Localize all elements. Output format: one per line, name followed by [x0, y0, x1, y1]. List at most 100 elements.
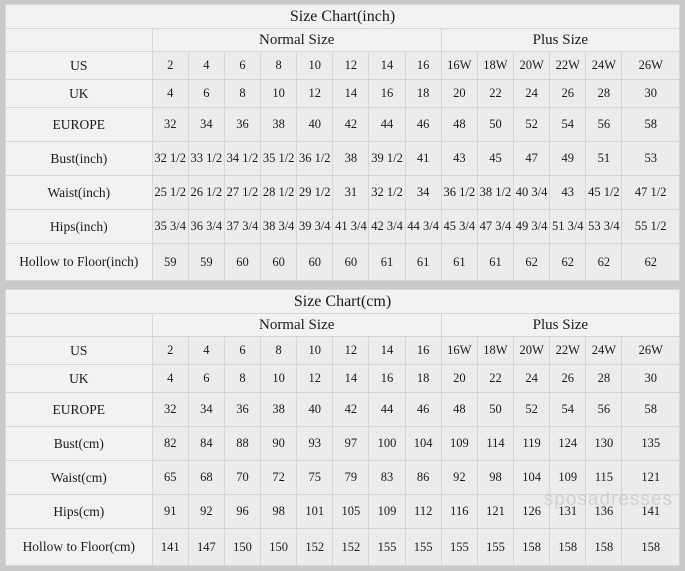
cell-waist-6: 32 1/2 [368, 175, 406, 210]
cell-bust-10: 119 [513, 426, 551, 461]
cell-hips-4: 39 3/4 [296, 209, 334, 244]
size-chart-inch-body: Size Chart(inch) Normal Size Plus Size U… [5, 4, 681, 281]
cell-waist-10: 40 3/4 [513, 175, 551, 210]
cell-waist-2: 27 1/2 [223, 175, 262, 210]
chart-title: Size Chart(cm) [5, 289, 680, 314]
cell-waist-6: 83 [368, 460, 406, 495]
cell-europe-7: 46 [404, 107, 442, 142]
group-header-blank [5, 313, 153, 337]
cell-uk-9: 22 [476, 364, 515, 393]
size-chart-cm: Size Chart(cm) Normal Size Plus Size US … [5, 289, 681, 566]
cell-europe-4: 40 [296, 392, 334, 427]
cell-uk-11: 26 [549, 364, 587, 393]
cell-us-4: 10 [296, 51, 334, 80]
cell-waist-4: 75 [296, 460, 334, 495]
row-label-europe: EUROPE [5, 107, 153, 142]
cell-hips-7: 112 [404, 494, 442, 529]
cell-europe-6: 44 [368, 107, 406, 142]
row-label-europe: EUROPE [5, 392, 153, 427]
cell-hollow-8: 61 [440, 243, 478, 281]
cell-uk-9: 22 [476, 79, 515, 108]
cell-bust-8: 109 [440, 426, 478, 461]
row-label-waist: Waist(inch) [5, 175, 153, 210]
cell-europe-12: 56 [585, 107, 623, 142]
cell-hips-2: 37 3/4 [223, 209, 262, 244]
cell-us-6: 14 [368, 51, 406, 80]
cell-uk-13: 30 [621, 79, 680, 108]
cell-us-5: 12 [332, 336, 370, 365]
cell-europe-3: 38 [260, 392, 298, 427]
cell-hollow-10: 62 [513, 243, 551, 281]
cell-uk-7: 18 [404, 364, 442, 393]
cell-hollow-8: 155 [440, 528, 478, 566]
cell-uk-6: 16 [368, 79, 406, 108]
cell-bust-6: 100 [368, 426, 406, 461]
cell-europe-8: 48 [440, 107, 478, 142]
cell-hollow-6: 155 [368, 528, 406, 566]
cell-hollow-5: 152 [332, 528, 370, 566]
cell-uk-5: 14 [332, 364, 370, 393]
cell-us-3: 8 [260, 336, 298, 365]
row-label-hollow-to-floor: Hollow to Floor(inch) [5, 243, 153, 281]
row-label-us: US [5, 336, 153, 365]
cell-bust-13: 135 [621, 426, 680, 461]
cell-us-5: 12 [332, 51, 370, 80]
size-chart-inch-wrapper: Size Chart(inch) Normal Size Plus Size U… [0, 0, 685, 285]
cell-uk-3: 10 [260, 364, 298, 393]
cell-uk-10: 24 [513, 79, 551, 108]
cell-europe-0: 32 [151, 107, 189, 142]
cell-hips-6: 42 3/4 [368, 209, 406, 244]
cell-hollow-2: 60 [223, 243, 262, 281]
cell-us-8: 16W [440, 336, 478, 365]
cell-hollow-9: 61 [476, 243, 515, 281]
cell-europe-11: 54 [549, 107, 587, 142]
cell-europe-2: 36 [223, 107, 262, 142]
cell-us-2: 6 [223, 336, 262, 365]
cell-uk-4: 12 [296, 79, 334, 108]
group-header-plus-size: Plus Size [440, 28, 681, 52]
cell-us-0: 2 [151, 336, 189, 365]
cell-us-7: 16 [404, 336, 442, 365]
cell-uk-4: 12 [296, 364, 334, 393]
cell-waist-9: 38 1/2 [476, 175, 515, 210]
cell-bust-9: 45 [476, 141, 515, 176]
cell-us-6: 14 [368, 336, 406, 365]
cell-bust-3: 90 [260, 426, 298, 461]
cell-waist-13: 121 [621, 460, 680, 495]
cell-waist-9: 98 [476, 460, 515, 495]
cell-waist-11: 109 [549, 460, 587, 495]
cell-bust-8: 43 [440, 141, 478, 176]
cell-uk-6: 16 [368, 364, 406, 393]
cell-hollow-3: 60 [260, 243, 298, 281]
cell-hollow-1: 59 [187, 243, 225, 281]
cell-us-12: 24W [585, 51, 623, 80]
cell-us-10: 20W [513, 51, 551, 80]
cell-hips-9: 47 3/4 [476, 209, 515, 244]
title-row: Size Chart(inch) [5, 4, 680, 29]
cell-hollow-0: 59 [151, 243, 189, 281]
cell-hollow-3: 150 [260, 528, 298, 566]
cell-uk-8: 20 [440, 364, 478, 393]
cell-bust-2: 34 1/2 [223, 141, 262, 176]
cell-hips-1: 36 3/4 [187, 209, 225, 244]
cell-bust-4: 93 [296, 426, 334, 461]
cell-us-13: 26W [621, 51, 680, 80]
cell-waist-8: 92 [440, 460, 478, 495]
cell-hips-7: 44 3/4 [404, 209, 442, 244]
chart-title: Size Chart(inch) [5, 4, 680, 29]
table-row-hollow-to-floor: Hollow to Floor(cm) 141 147 150 150 152 … [5, 528, 680, 566]
table-row-bust: Bust(inch) 32 1/2 33 1/2 34 1/2 35 1/2 3… [5, 141, 680, 176]
table-row-hollow-to-floor: Hollow to Floor(inch) 59 59 60 60 60 60 … [5, 243, 680, 281]
cell-us-1: 4 [187, 336, 225, 365]
cell-hollow-7: 61 [404, 243, 442, 281]
cell-hips-13: 55 1/2 [621, 209, 680, 244]
cell-bust-5: 38 [332, 141, 370, 176]
cell-europe-9: 50 [476, 107, 515, 142]
cell-bust-0: 82 [151, 426, 189, 461]
cell-hollow-2: 150 [223, 528, 262, 566]
table-row-hips: Hips(cm) 91 92 96 98 101 105 109 112 116… [5, 494, 680, 529]
cell-europe-2: 36 [223, 392, 262, 427]
cell-us-0: 2 [151, 51, 189, 80]
cell-hips-12: 53 3/4 [585, 209, 623, 244]
